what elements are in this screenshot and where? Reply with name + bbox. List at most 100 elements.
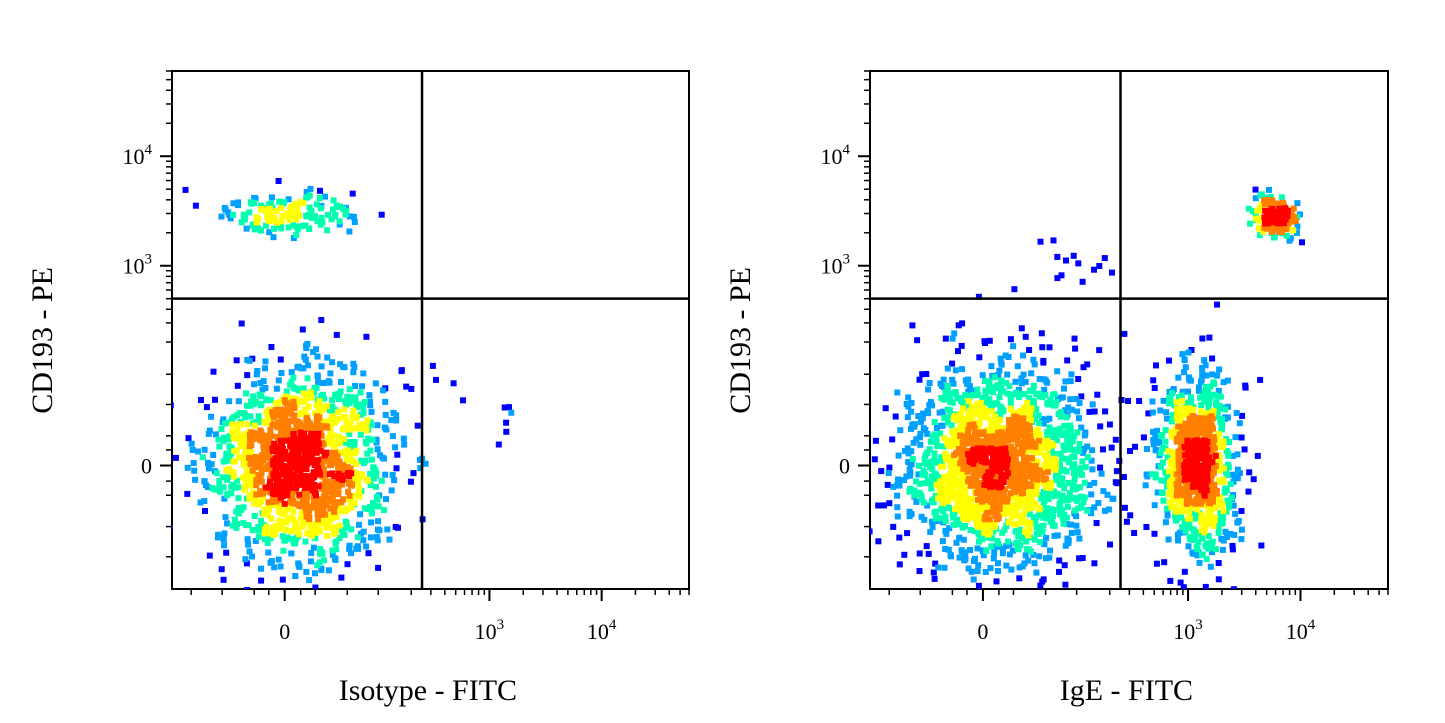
event-dot bbox=[1086, 408, 1093, 415]
event-dot bbox=[1033, 524, 1040, 530]
event-dot bbox=[1011, 508, 1018, 515]
event-dot bbox=[983, 547, 990, 554]
event-dot bbox=[1003, 543, 1010, 550]
event-dot bbox=[340, 436, 347, 443]
event-dot bbox=[1162, 427, 1169, 434]
event-dot bbox=[967, 547, 973, 553]
event-dot bbox=[191, 467, 198, 474]
event-dot bbox=[918, 496, 925, 503]
event-dot bbox=[290, 431, 297, 437]
event-dot bbox=[322, 193, 328, 200]
event-dot bbox=[941, 491, 948, 498]
event-dot bbox=[1108, 444, 1115, 451]
event-dot bbox=[1028, 370, 1035, 377]
event-dot bbox=[255, 523, 262, 530]
event-dot bbox=[1194, 591, 1200, 597]
event-dot bbox=[304, 475, 311, 482]
event-dot bbox=[221, 420, 228, 427]
event-dot bbox=[1014, 414, 1021, 421]
event-dot bbox=[1189, 469, 1196, 475]
event-dot bbox=[244, 372, 251, 379]
event-dot bbox=[1269, 218, 1276, 225]
event-dot bbox=[1027, 454, 1034, 461]
event-dot bbox=[1065, 459, 1072, 465]
event-dot bbox=[955, 348, 961, 355]
event-dot bbox=[1192, 488, 1199, 495]
event-dot bbox=[296, 491, 303, 498]
event-dot bbox=[219, 474, 226, 481]
event-dot bbox=[1166, 481, 1173, 488]
event-dot bbox=[247, 476, 254, 483]
event-dot bbox=[229, 522, 236, 529]
event-dot bbox=[155, 448, 161, 454]
event-dot bbox=[894, 504, 901, 511]
event-dot bbox=[1220, 507, 1227, 514]
event-dot bbox=[1053, 432, 1060, 439]
event-dot bbox=[244, 536, 251, 543]
event-dot bbox=[1209, 371, 1216, 378]
event-dot bbox=[201, 478, 208, 485]
event-dot bbox=[414, 422, 421, 429]
event-dot bbox=[927, 438, 934, 445]
event-dot bbox=[1031, 515, 1037, 522]
event-dot bbox=[1074, 429, 1081, 436]
event-dot bbox=[1061, 447, 1068, 454]
event-dot bbox=[946, 478, 953, 485]
event-dot bbox=[281, 500, 288, 507]
event-dot bbox=[1215, 576, 1222, 583]
event-dot bbox=[1164, 454, 1171, 461]
event-dot bbox=[1173, 438, 1180, 445]
event-dot bbox=[389, 433, 396, 440]
event-dot bbox=[334, 204, 341, 211]
event-dot bbox=[281, 437, 288, 444]
event-dot bbox=[1067, 422, 1074, 429]
event-dot bbox=[312, 584, 319, 589]
event-dot bbox=[503, 428, 510, 435]
event-dot bbox=[1236, 420, 1243, 427]
event-dot bbox=[1054, 437, 1061, 444]
event-dot bbox=[1076, 555, 1083, 562]
event-dot bbox=[272, 595, 278, 601]
event-dot bbox=[941, 435, 948, 442]
event-dot bbox=[336, 503, 343, 510]
event-dot bbox=[1023, 588, 1030, 589]
event-dot bbox=[318, 363, 325, 370]
x-tick-label: 103 bbox=[475, 617, 505, 644]
event-dot bbox=[367, 471, 374, 477]
event-dot bbox=[280, 547, 287, 554]
event-dot bbox=[949, 429, 956, 436]
event-dot bbox=[1176, 498, 1183, 505]
event-dot bbox=[250, 429, 257, 436]
event-dot bbox=[210, 452, 217, 458]
event-dot bbox=[314, 353, 321, 360]
event-dot bbox=[346, 443, 353, 450]
event-dot bbox=[1164, 505, 1171, 512]
event-dot bbox=[992, 446, 999, 453]
event-dot bbox=[1195, 539, 1202, 546]
event-dot bbox=[1183, 429, 1190, 436]
event-dot bbox=[1288, 207, 1295, 214]
event-dot bbox=[945, 419, 951, 426]
event-dot bbox=[263, 523, 270, 530]
event-dot bbox=[1094, 391, 1101, 398]
event-dot bbox=[875, 538, 882, 545]
event-dot bbox=[960, 421, 967, 428]
event-dot bbox=[1185, 468, 1192, 475]
event-dot bbox=[998, 474, 1005, 481]
event-dot bbox=[1294, 223, 1301, 230]
event-dot bbox=[1186, 534, 1193, 541]
event-dot bbox=[1210, 492, 1216, 499]
event-dot bbox=[1159, 459, 1166, 466]
event-dot bbox=[1186, 499, 1193, 505]
event-dot bbox=[294, 436, 301, 443]
event-dot bbox=[1003, 523, 1010, 529]
event-dot bbox=[984, 490, 991, 497]
event-dot bbox=[1216, 431, 1223, 438]
event-dot bbox=[1222, 528, 1229, 535]
event-dot bbox=[1206, 492, 1213, 499]
event-dot bbox=[998, 497, 1005, 504]
plot-frame bbox=[869, 70, 1389, 590]
event-dot bbox=[995, 429, 1002, 436]
event-dot bbox=[941, 485, 948, 492]
event-dot bbox=[1162, 438, 1169, 445]
